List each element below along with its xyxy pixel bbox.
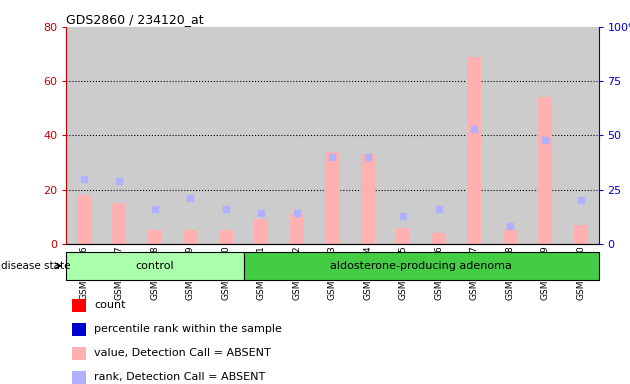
Bar [527, 27, 563, 244]
Point [114, 178, 124, 184]
Point [150, 206, 160, 212]
Bar [325, 152, 340, 244]
Point [469, 126, 479, 132]
Bar [183, 230, 197, 244]
Bar [173, 27, 208, 244]
Text: count: count [94, 300, 126, 310]
Point [363, 154, 373, 160]
Text: aldosterone-producing adenoma: aldosterone-producing adenoma [330, 261, 512, 271]
Bar [350, 27, 386, 244]
Bar [101, 27, 137, 244]
Bar [314, 27, 350, 244]
Bar [396, 228, 410, 244]
Text: disease state: disease state [1, 261, 71, 271]
Bar [72, 346, 86, 360]
Bar [219, 230, 233, 244]
Bar [421, 27, 457, 244]
Bar [279, 27, 314, 244]
Bar [244, 27, 279, 244]
Bar [492, 27, 527, 244]
Bar [66, 27, 101, 244]
Bar [112, 203, 127, 244]
Text: GDS2860 / 234120_at: GDS2860 / 234120_at [66, 13, 203, 26]
Bar [457, 27, 492, 244]
Bar [72, 299, 86, 312]
Bar [467, 57, 481, 244]
Text: rank, Detection Call = ABSENT: rank, Detection Call = ABSENT [94, 372, 265, 382]
Text: value, Detection Call = ABSENT: value, Detection Call = ABSENT [94, 348, 271, 358]
Point [292, 210, 302, 217]
Bar [208, 27, 244, 244]
Point [328, 154, 338, 160]
Point [185, 195, 195, 201]
Bar [563, 27, 598, 244]
Bar [574, 225, 588, 244]
Text: control: control [135, 261, 174, 271]
Bar [77, 195, 91, 244]
Bar [244, 252, 598, 280]
Bar [361, 154, 375, 244]
Point [540, 137, 551, 143]
Bar [255, 219, 268, 244]
Bar [72, 371, 86, 384]
Point [398, 213, 408, 219]
Point [576, 197, 586, 204]
Bar [66, 252, 244, 280]
Bar [386, 27, 421, 244]
Bar [290, 214, 304, 244]
Text: percentile rank within the sample: percentile rank within the sample [94, 324, 282, 334]
Point [79, 176, 89, 182]
Point [221, 206, 231, 212]
Bar [137, 27, 173, 244]
Bar [503, 230, 517, 244]
Point [433, 206, 444, 212]
Bar [148, 230, 162, 244]
Point [505, 223, 515, 230]
Bar [432, 233, 446, 244]
Bar [538, 98, 553, 244]
Point [256, 210, 266, 217]
Bar [72, 323, 86, 336]
